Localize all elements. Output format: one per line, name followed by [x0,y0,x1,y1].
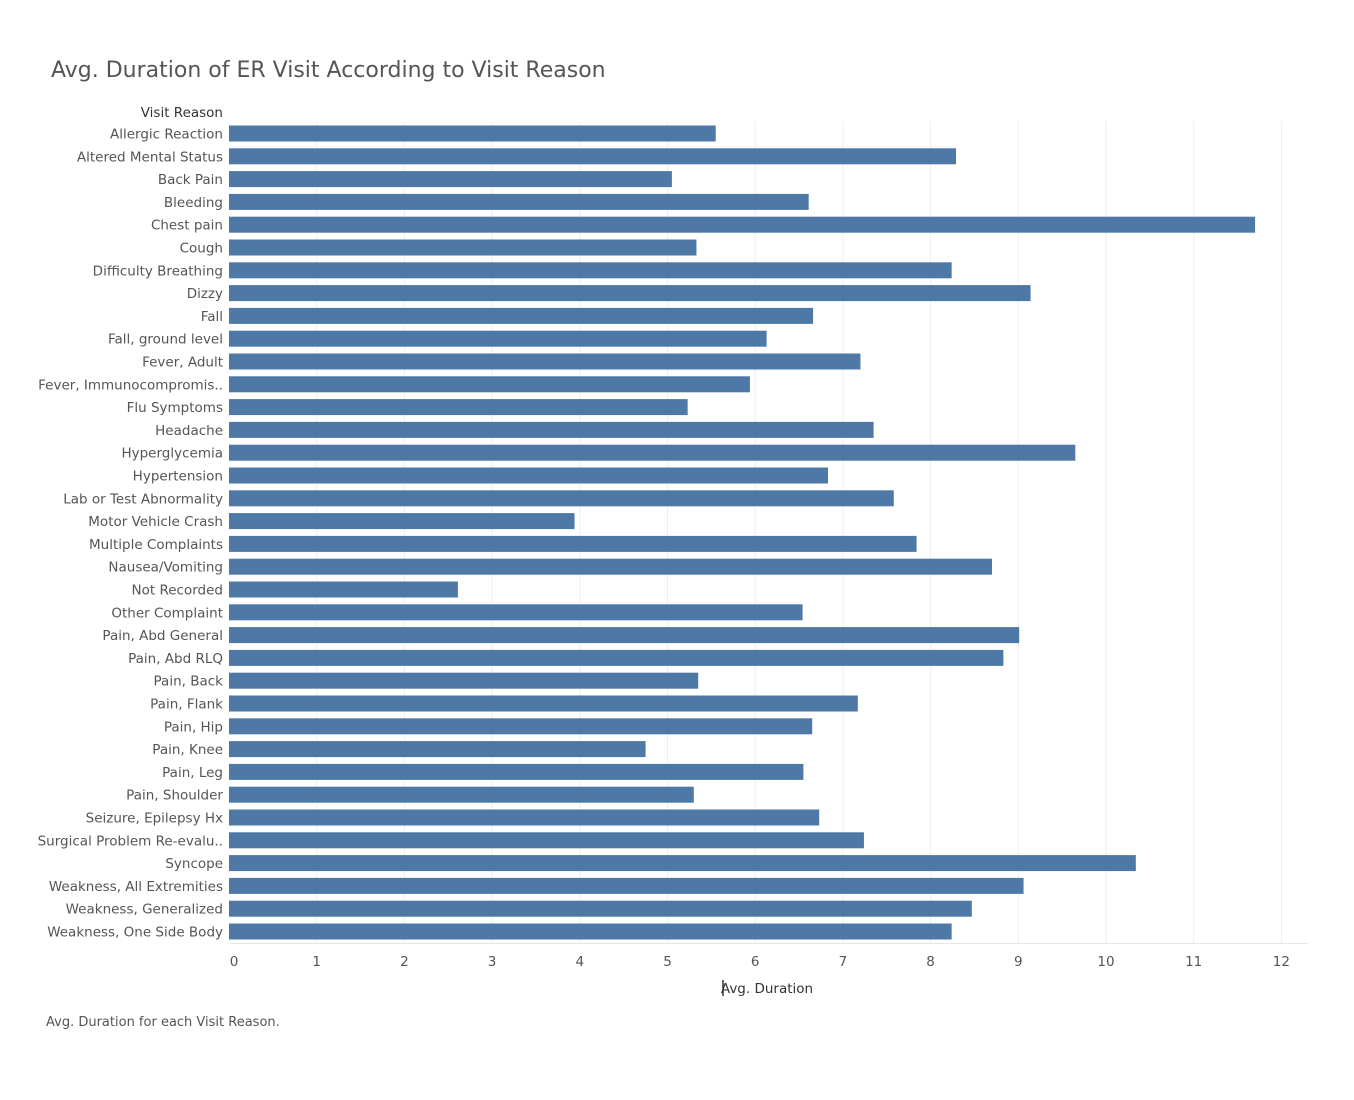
bar[interactable] [229,262,952,279]
bar[interactable] [229,649,1004,666]
bar[interactable] [229,741,646,758]
x-axis-title: Avg. Duration [721,981,813,997]
bar[interactable] [229,558,992,575]
x-tick-label: 1 [312,954,321,970]
category-label: Bleeding [164,195,223,211]
category-label: Pain, Abd General [102,628,223,644]
category-label: Seizure, Epilepsy Hx [86,811,223,827]
category-label: Fever, Immunocompromis.. [38,377,223,393]
bar[interactable] [229,604,803,621]
bar[interactable] [229,695,858,712]
category-label: Not Recorded [132,583,223,599]
bar[interactable] [229,877,1024,894]
bar[interactable] [229,148,957,165]
category-label: Pain, Back [154,674,224,690]
category-labels: Allergic Reaction Altered Mental Status Ba… [38,127,224,941]
bar[interactable] [229,421,874,438]
category-label: Pain, Shoulder [126,788,223,804]
x-tick-label: 8 [926,954,935,970]
category-header: Visit Reason [141,105,223,121]
category-label: Pain, Knee [152,742,223,758]
bar[interactable] [229,399,688,416]
x-tick-label: 7 [839,954,848,970]
x-tick-label: 5 [663,954,672,970]
bar[interactable] [229,763,804,780]
x-tick-label: 11 [1185,954,1202,970]
bar[interactable] [229,832,864,849]
bar[interactable] [229,193,809,210]
bar[interactable] [229,353,861,370]
bar[interactable] [229,307,814,324]
bar[interactable] [229,923,952,940]
category-label: Surgical Problem Re-evalu.. [38,833,223,849]
bar[interactable] [229,627,1020,644]
category-label: Weakness, All Extremities [49,879,223,895]
category-label: Weakness, Generalized [66,902,223,918]
category-label: Back Pain [158,172,223,188]
x-tick-label: 0 [230,954,239,970]
category-label: Cough [180,241,223,257]
category-label: Hypertension [133,469,223,485]
category-label: Pain, Hip [164,719,223,735]
category-label: Chest pain [151,218,223,234]
bar[interactable] [229,467,828,484]
x-tick-label: 12 [1273,954,1290,970]
category-label: Nausea/Vomiting [108,560,223,576]
bars [229,125,1256,940]
category-label: Hyperglycemia [121,446,223,462]
category-label: Fever, Adult [142,355,223,371]
bar[interactable] [229,216,1256,233]
category-label: Motor Vehicle Crash [88,514,223,530]
bar[interactable] [229,239,697,256]
bar[interactable] [229,285,1031,302]
bar[interactable] [229,900,972,917]
x-tick-label: 3 [488,954,497,970]
category-label: Pain, Abd RLQ [128,651,223,667]
category-label: Multiple Complaints [89,537,223,553]
category-label: Lab or Test Abnormality [63,491,223,507]
bar[interactable] [229,376,750,393]
gridlines [229,121,1308,944]
bar[interactable] [229,125,716,142]
chart-caption: Avg. Duration for each Visit Reason. [46,1015,280,1030]
category-label: Other Complaint [111,605,223,621]
bar[interactable] [229,490,894,507]
bar[interactable] [229,718,813,735]
x-tick-label: 9 [1014,954,1023,970]
bar[interactable] [229,581,458,598]
bar[interactable] [229,513,575,530]
bar[interactable] [229,171,672,188]
x-tick-label: 2 [400,954,409,970]
bar[interactable] [229,855,1136,872]
category-label: Pain, Flank [150,697,223,713]
x-tick-label: 4 [576,954,585,970]
bar[interactable] [229,672,699,689]
category-label: Altered Mental Status [77,149,223,165]
category-label: Fall, ground level [108,332,223,348]
category-label: Difficulty Breathing [93,263,223,279]
chart-title: Avg. Duration of ER Visit According to V… [51,58,606,83]
category-label: Weakness, One Side Body [47,925,223,941]
bar[interactable] [229,535,917,552]
x-axis-ticks: 0 1 2 3 4 5 6 7 8 9 10 11 12 [230,954,1290,970]
category-label: Syncope [165,856,223,872]
bar[interactable] [229,444,1076,461]
category-label: Headache [155,423,223,439]
bar[interactable] [229,786,694,803]
category-label: Dizzy [187,286,223,302]
category-label: Fall [201,309,223,325]
bar[interactable] [229,330,767,347]
x-tick-label: 6 [751,954,760,970]
bar[interactable] [229,809,820,826]
x-tick-label: 10 [1097,954,1114,970]
category-label: Pain, Leg [162,765,223,781]
category-label: Flu Symptoms [127,400,223,416]
category-label: Allergic Reaction [110,127,223,143]
